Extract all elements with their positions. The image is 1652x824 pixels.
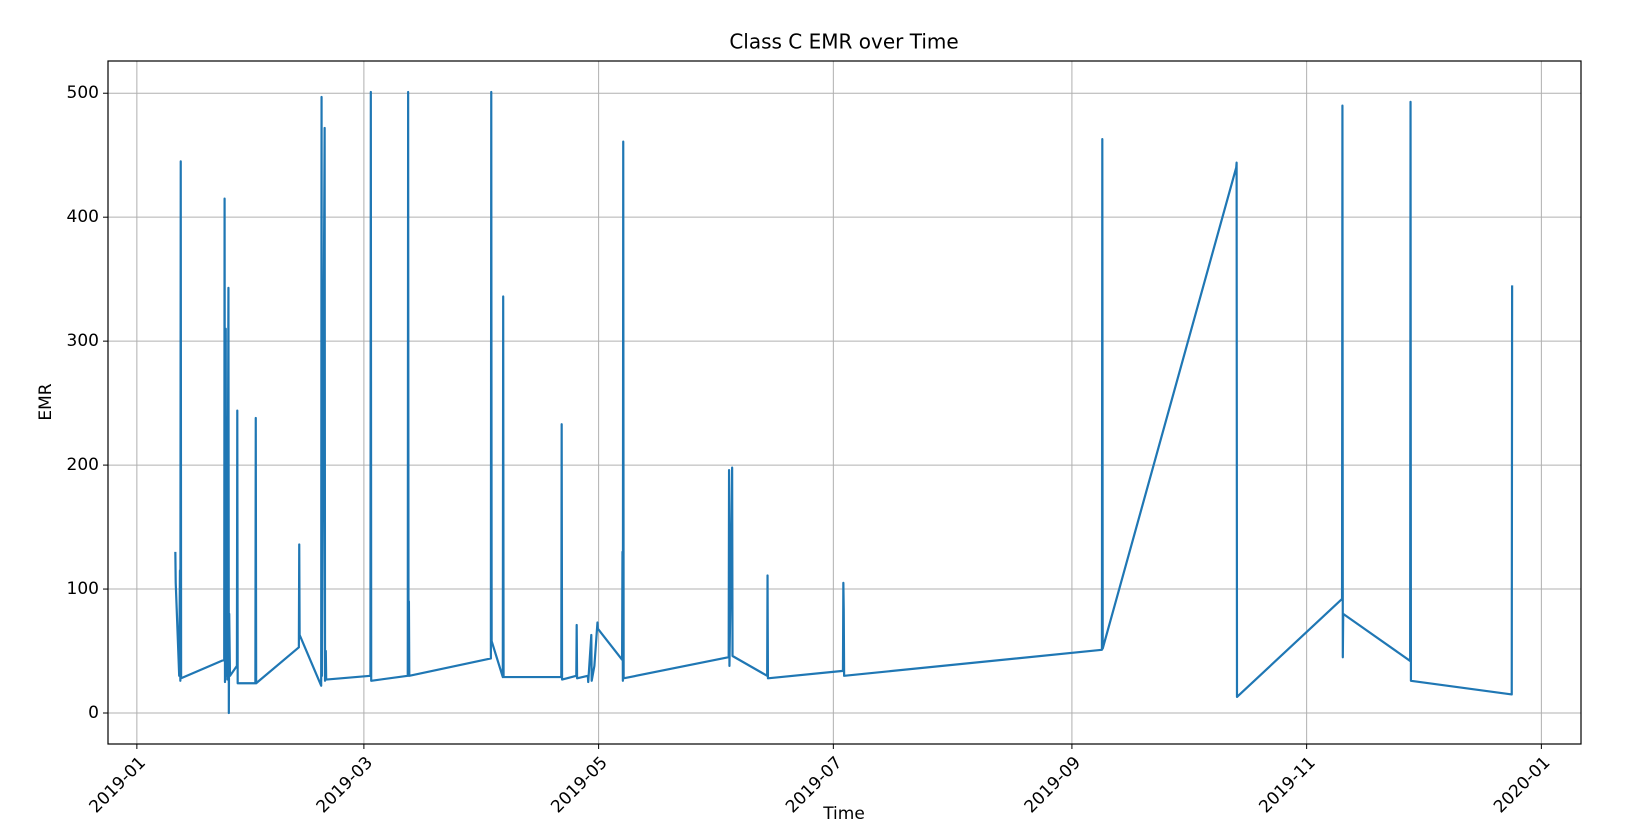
y-tick-label: 0 (88, 703, 99, 723)
y-tick-label: 100 (67, 579, 99, 599)
y-tick-label: 200 (67, 455, 99, 475)
x-tick-label: 2020-01 (1490, 753, 1554, 817)
y-tick-label: 300 (67, 331, 99, 351)
y-tick-label: 500 (67, 83, 99, 103)
x-tick-label: 2019-05 (547, 753, 611, 817)
x-tick-label: 2019-03 (313, 753, 377, 817)
y-axis-label: EMR (36, 383, 56, 420)
x-tick-label: 2019-09 (1021, 753, 1085, 817)
data-line (174, 90, 1514, 715)
x-axis-label: Time (822, 804, 865, 824)
x-tick-label: 2019-01 (86, 753, 150, 817)
y-tick-label: 400 (67, 207, 99, 227)
plot-frame (107, 60, 1582, 745)
x-tick-label: 2019-11 (1255, 753, 1319, 817)
chart-title: Class C EMR over Time (729, 30, 958, 54)
